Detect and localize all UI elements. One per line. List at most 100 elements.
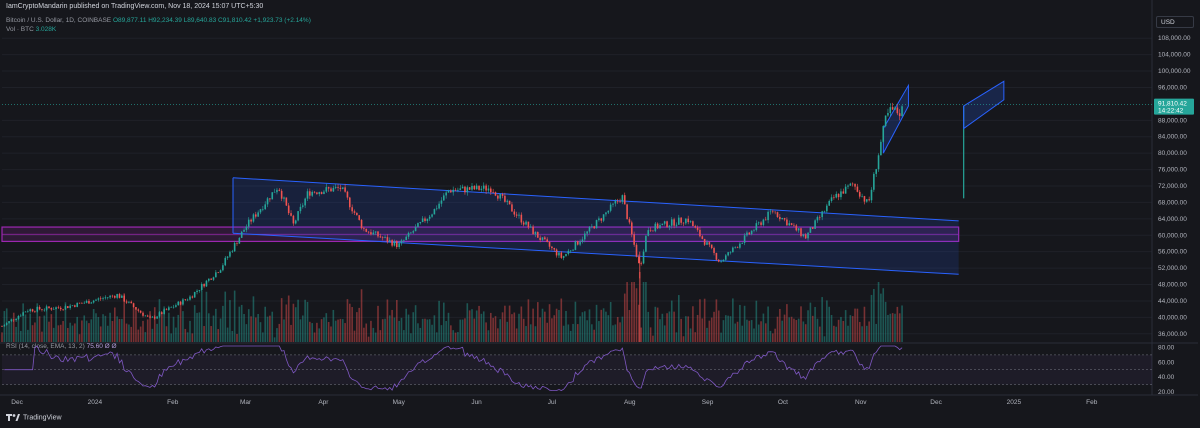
candle-body [12,319,15,321]
channel-lower-line[interactable] [232,232,959,275]
candle-body [511,204,513,212]
candle-body [316,192,318,194]
price-tick-label: 108,000.00 [1158,35,1191,42]
candle-body [24,311,27,313]
volume-bar [508,305,511,342]
candle-body [548,241,551,247]
candle-body [833,197,835,198]
candle-body [898,113,901,117]
volume-bar [67,327,69,342]
volume-bar [694,332,697,342]
candle-body [443,195,445,201]
volume-bar [713,311,715,342]
volume-bar [732,298,734,342]
price-tick-label: 84,000.00 [1158,134,1187,141]
volume-bar [440,325,443,342]
volume-bar [186,332,189,342]
candle-body [569,250,572,252]
volume-bar [647,311,650,342]
time-tick-label: Oct [778,399,788,406]
time-tick-label: Feb [1086,399,1098,406]
volume-bar [555,308,558,342]
volume-bar [529,324,532,342]
candle-body [741,242,744,244]
candle-body [769,211,772,213]
volume-bar [78,334,81,342]
candle-body [696,227,699,230]
volume-bar [696,314,699,342]
volume-bar [675,332,678,342]
candle-body [217,272,219,273]
volume-bar [71,325,74,342]
candle-body [1,326,3,327]
candle-body [623,195,626,205]
volume-bar [205,291,208,342]
candle-body [708,242,711,245]
volume-bar [478,305,480,342]
volume-bar [598,321,600,342]
candle-body [576,241,579,245]
candle-body [417,223,419,228]
candle-body [851,183,854,185]
candle-body [858,191,861,197]
candle-body [59,307,62,310]
time-tick-label: Sep [702,399,714,406]
candle-body [76,302,78,307]
volume-bar [356,312,358,342]
candle-body [435,208,438,210]
rsi-label[interactable]: RSI (14, close, EMA, 13, 2) [6,343,85,350]
candle-body [8,321,10,323]
candle-body [45,306,48,310]
volume-label[interactable]: Vol · BTC [6,26,34,33]
candle-body [565,253,567,257]
price-tick-label: 100,000.00 [1158,68,1191,75]
volume-bar [255,317,257,342]
candle-body [567,250,570,254]
volume-bar [276,328,278,342]
volume-bar [106,325,109,342]
volume-bar [388,315,391,342]
candle-body [388,240,391,242]
volume-bar [541,308,544,342]
last-price-badge[interactable] [1154,98,1194,115]
candle-body [732,247,734,253]
volume-bar [445,320,447,342]
candle-body [236,243,238,244]
candle-body [125,301,128,303]
volume-bar [189,320,191,342]
candle-body [128,301,130,303]
volume-bar [247,309,250,342]
candle-body [652,230,654,232]
candle-body [67,306,69,309]
volume-bar [743,305,746,342]
rsi-line[interactable] [4,345,903,391]
candle-body [137,309,140,311]
volume-bar [421,318,424,342]
candle-body [440,200,443,204]
symbol-title[interactable]: Bitcoin / U.S. Dollar, 1D, COINBASE [6,17,112,24]
candle-body [99,298,102,300]
candle-body [264,204,266,210]
price-tick-label: 68,000.00 [1158,199,1187,206]
volume-bar [804,324,807,342]
volume-bar [121,318,123,342]
volume-bar [179,302,182,342]
candle-body [713,248,715,253]
volume-bar [760,321,762,342]
volume-bar [132,307,135,342]
candle-body [633,234,635,245]
volume-bar [762,313,765,342]
volume-bar [31,325,34,342]
channel-upper-line[interactable] [232,177,959,222]
author-name[interactable]: IamCryptoMandarin [6,3,68,10]
candles [1,102,903,327]
candle-body [144,315,147,317]
volume-bar [576,324,579,342]
volume-bar [887,314,889,342]
volume-bar [123,293,125,342]
volume-bar [156,323,158,342]
flag-channel[interactable] [882,83,909,154]
currency-selector[interactable]: USD [1156,16,1194,28]
volume-bar [757,324,760,342]
